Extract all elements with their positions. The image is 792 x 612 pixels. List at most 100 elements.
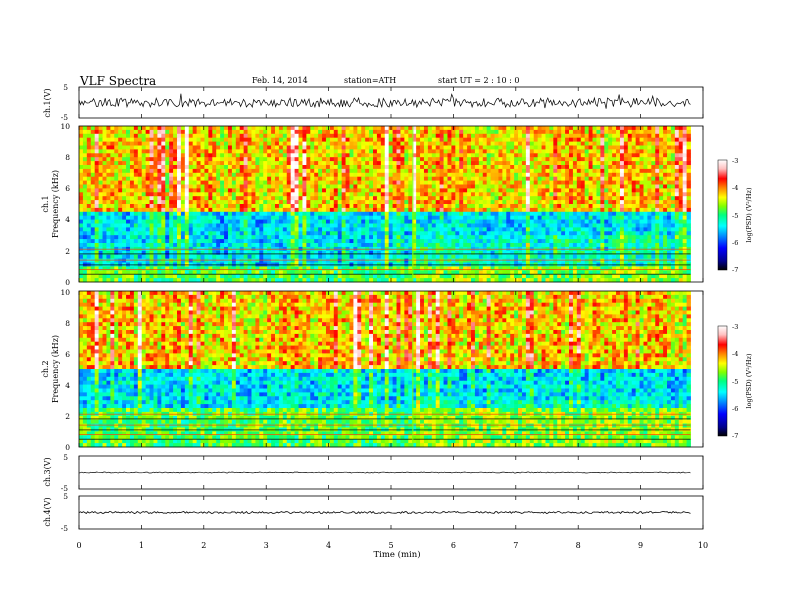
spectrogram-cell [180, 184, 186, 189]
spectrogram-cell [627, 239, 633, 244]
spectrogram-cell [243, 200, 248, 205]
spectrogram-cell [478, 149, 484, 154]
spectrogram-cell [619, 231, 625, 236]
spectrogram-cell [572, 231, 578, 236]
spectrogram-cell [451, 137, 456, 142]
spectrogram-cell [600, 176, 605, 181]
spectrogram-cell [663, 207, 668, 213]
spectrogram-cell [412, 133, 417, 139]
spectrogram-cell [631, 137, 637, 142]
spectrogram-cell [314, 219, 319, 224]
spectrogram-cell [153, 153, 158, 158]
spectrogram-cell [592, 219, 597, 224]
spectrogram-cell [667, 196, 672, 201]
spectrogram-cell [118, 180, 123, 185]
spectrogram-cell [145, 137, 150, 142]
spectrogram-cell [224, 149, 229, 154]
spectrogram-cell [384, 192, 390, 197]
spectrogram-cell [294, 157, 299, 162]
spectrogram-cell [580, 126, 586, 131]
spectrogram-cell [286, 149, 292, 154]
spectrogram-cell [576, 211, 582, 217]
spectrogram-cell [584, 161, 589, 166]
spectrogram-cell [651, 180, 656, 185]
spectrogram-cell [212, 235, 217, 240]
spectrogram-cell [110, 184, 115, 189]
spectrogram-cell [177, 192, 182, 197]
spectrogram-cell [490, 215, 495, 220]
spectrogram-cell [494, 204, 499, 209]
spectrogram-cell [486, 239, 491, 244]
spectrogram-cell [290, 153, 295, 158]
spectrogram-cell [549, 126, 554, 131]
spectrogram-cell [623, 157, 629, 162]
spectrogram-cell [549, 168, 554, 174]
spectrogram-cell [200, 223, 205, 228]
spectrogram-cell [619, 137, 625, 142]
spectrogram-cell [670, 126, 676, 131]
spectrogram-cell [619, 141, 625, 146]
spectrogram-cell [173, 165, 178, 170]
spectrogram-cell [435, 157, 441, 162]
spectrogram-cell [188, 137, 194, 142]
spectrogram-cell [490, 223, 495, 228]
spectrogram-cell [325, 176, 331, 181]
spectrogram-cell [463, 141, 468, 146]
spectrogram-cell [380, 219, 386, 224]
spectrogram-cell [298, 196, 303, 201]
spectrogram-cell [451, 172, 456, 178]
spectrogram-cell [423, 133, 429, 139]
spectrogram-cell [584, 126, 589, 131]
spectrogram-cell [643, 200, 648, 205]
spectrogram-cell [204, 204, 209, 209]
spectrogram-cell [82, 145, 88, 150]
spectrogram-cell [157, 215, 162, 220]
spectrogram-cell [670, 161, 676, 166]
spectrogram-cell [561, 157, 566, 162]
spectrogram-cell [173, 145, 178, 150]
spectrogram-cell [361, 204, 366, 209]
spectrogram-cell [129, 149, 135, 154]
spectrogram-cell [502, 176, 507, 181]
spectrogram-cell [502, 188, 507, 193]
spectrogram-cell [392, 126, 397, 131]
spectrogram-cell [126, 184, 131, 189]
spectrogram-cell [545, 133, 550, 139]
spectrogram-cell [659, 196, 664, 201]
spectrogram-cell [521, 141, 527, 146]
spectrogram-cell [572, 168, 578, 174]
spectrogram-cell [455, 184, 460, 189]
spectrogram-cell [674, 192, 680, 197]
spectrogram-cell [639, 153, 644, 158]
spectrogram-cell [141, 137, 147, 142]
spectrogram-cell [623, 180, 629, 185]
spectrogram-cell [365, 141, 370, 146]
spectrogram-cell [384, 184, 390, 189]
spectrogram-cell [231, 133, 237, 139]
spectrogram-cell [431, 153, 437, 158]
spectrogram-cell [498, 243, 503, 248]
spectrogram-cell [659, 141, 664, 146]
spectrogram-cell [314, 137, 319, 142]
spectrogram-cell [141, 227, 147, 232]
spectrogram-cell [482, 192, 488, 197]
spectrogram-cell [314, 192, 319, 197]
spectrogram-cell [643, 172, 648, 178]
spectrogram-cell [376, 161, 382, 166]
spectrogram-cell [94, 227, 99, 232]
spectrogram-cell [149, 153, 154, 158]
spectrogram-cell [376, 149, 382, 154]
spectrogram-cell [663, 172, 668, 178]
spectrogram-cell [149, 172, 154, 178]
spectrogram-cell [365, 145, 370, 150]
spectrogram-cell [329, 180, 335, 185]
spectrogram-cell [373, 149, 378, 154]
spectrogram-cell [173, 137, 178, 142]
spectrogram-cell [631, 133, 637, 139]
spectrogram-cell [282, 235, 288, 240]
spectrogram-cell [86, 168, 92, 174]
spectrogram-cell [498, 133, 503, 139]
spectrogram-cell [337, 157, 343, 162]
spectrogram-cell [490, 204, 495, 209]
spectrogram-cell [494, 145, 499, 150]
